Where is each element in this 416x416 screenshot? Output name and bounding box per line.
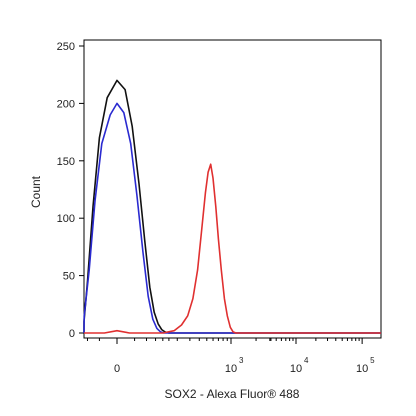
x-axis-label: SOX2 - Alexa Fluor® 488 — [165, 387, 300, 401]
x-tick-exponent: 4 — [304, 356, 309, 365]
y-tick-label: 200 — [57, 98, 75, 110]
x-tick-label: 10 — [356, 363, 368, 375]
y-tick-label: 0 — [69, 328, 75, 340]
y-tick-label: 100 — [57, 213, 75, 225]
series-line-3 — [84, 163, 381, 334]
series-layer — [83, 79, 381, 334]
x-tick-label: 0 — [114, 363, 120, 375]
series-line-1 — [83, 79, 381, 334]
x-tick-exponent: 5 — [370, 356, 375, 365]
series-line-2 — [83, 102, 381, 334]
x-tick-label: 10 — [225, 363, 237, 375]
y-axis-ticks: 0 50 100 150 200 250 — [57, 41, 84, 340]
x-tick-exponent: 3 — [239, 356, 244, 365]
y-tick-label: 250 — [57, 41, 75, 53]
plot-frame — [83, 39, 382, 339]
y-tick-label: 50 — [63, 271, 75, 283]
x-tick-label: 10 — [290, 363, 302, 375]
y-tick-label: 150 — [57, 156, 75, 168]
y-axis-label: Count — [29, 175, 43, 208]
